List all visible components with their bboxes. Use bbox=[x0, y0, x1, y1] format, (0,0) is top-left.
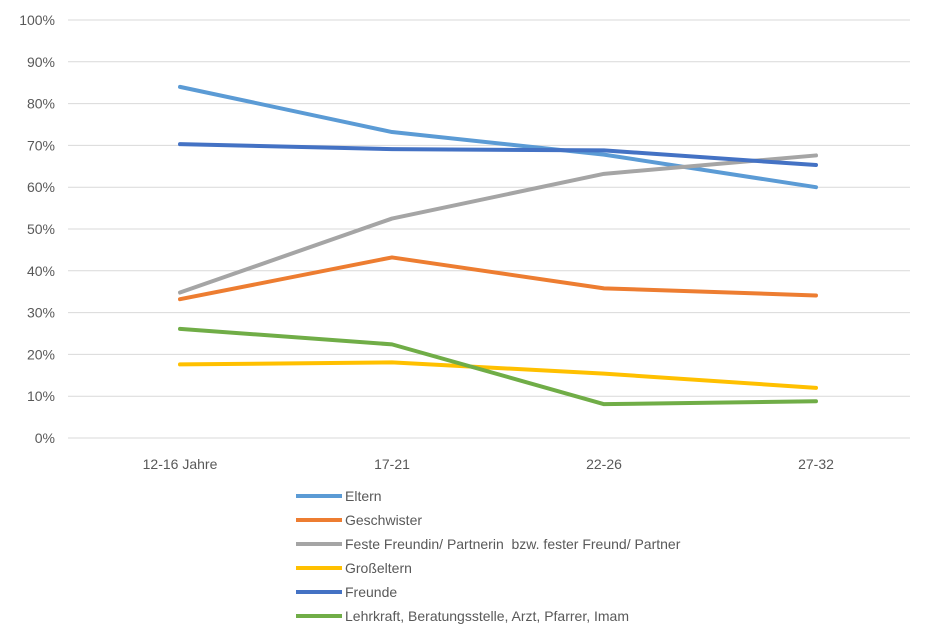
line-chart: 0% 10% 20% 30% 40% 50% 60% 70% 80% 90% 100% 12-16 … bbox=[19, 12, 910, 472]
legend-swatch bbox=[296, 614, 342, 618]
y-tick-label: 100% bbox=[19, 12, 55, 28]
legend-swatch bbox=[296, 590, 342, 594]
y-tick-label: 10% bbox=[27, 388, 55, 404]
legend: Eltern Geschwister Feste Freundin/ Partn… bbox=[296, 484, 680, 628]
legend-swatch bbox=[296, 542, 342, 546]
legend-item-grosseltern: Großeltern bbox=[296, 556, 680, 580]
series-line-5 bbox=[178, 326, 818, 407]
y-axis-tick-labels: 0% 10% 20% 30% 40% 50% 60% 70% 80% 90% 100% bbox=[19, 12, 55, 446]
series-line-2 bbox=[178, 153, 818, 295]
x-tick-label: 17-21 bbox=[374, 456, 410, 472]
y-tick-label: 70% bbox=[27, 137, 55, 153]
y-tick-label: 30% bbox=[27, 305, 55, 321]
legend-label: Feste Freundin/ Partnerin bzw. fester Fr… bbox=[345, 536, 681, 552]
series-line-1 bbox=[178, 255, 818, 302]
legend-label: Geschwister bbox=[345, 512, 423, 528]
y-tick-label: 20% bbox=[27, 346, 55, 362]
series-line-4 bbox=[178, 142, 818, 168]
y-tick-label: 60% bbox=[27, 179, 55, 195]
y-tick-label: 40% bbox=[27, 263, 55, 279]
x-axis-tick-labels: 12-16 Jahre 17-21 22-26 27-32 bbox=[143, 456, 834, 472]
legend-label: Freunde bbox=[345, 584, 398, 600]
legend-item-eltern: Eltern bbox=[296, 484, 680, 508]
x-tick-label: 22-26 bbox=[586, 456, 622, 472]
x-tick-label: 12-16 Jahre bbox=[143, 456, 218, 472]
gridlines bbox=[68, 19, 910, 439]
legend-label: Eltern bbox=[345, 488, 382, 504]
legend-item-geschwister: Geschwister bbox=[296, 508, 680, 532]
legend-swatch bbox=[296, 566, 342, 570]
y-tick-label: 50% bbox=[27, 221, 55, 237]
legend-item-lehrkraft: Lehrkraft, Beratungsstelle, Arzt, Pfarre… bbox=[296, 604, 680, 628]
y-tick-label: 80% bbox=[27, 96, 55, 112]
legend-item-freunde: Freunde bbox=[296, 580, 680, 604]
series-lines bbox=[178, 84, 818, 407]
legend-swatch bbox=[296, 494, 342, 498]
series-line-0 bbox=[178, 84, 818, 190]
legend-swatch bbox=[296, 518, 342, 522]
y-tick-label: 90% bbox=[27, 54, 55, 70]
legend-label: Großeltern bbox=[345, 560, 412, 576]
y-tick-label: 0% bbox=[35, 430, 55, 446]
legend-item-partner: Feste Freundin/ Partnerin bzw. fester Fr… bbox=[296, 532, 680, 556]
legend-label: Lehrkraft, Beratungsstelle, Arzt, Pfarre… bbox=[345, 608, 629, 624]
series-line-3 bbox=[178, 360, 818, 390]
x-tick-label: 27-32 bbox=[798, 456, 834, 472]
